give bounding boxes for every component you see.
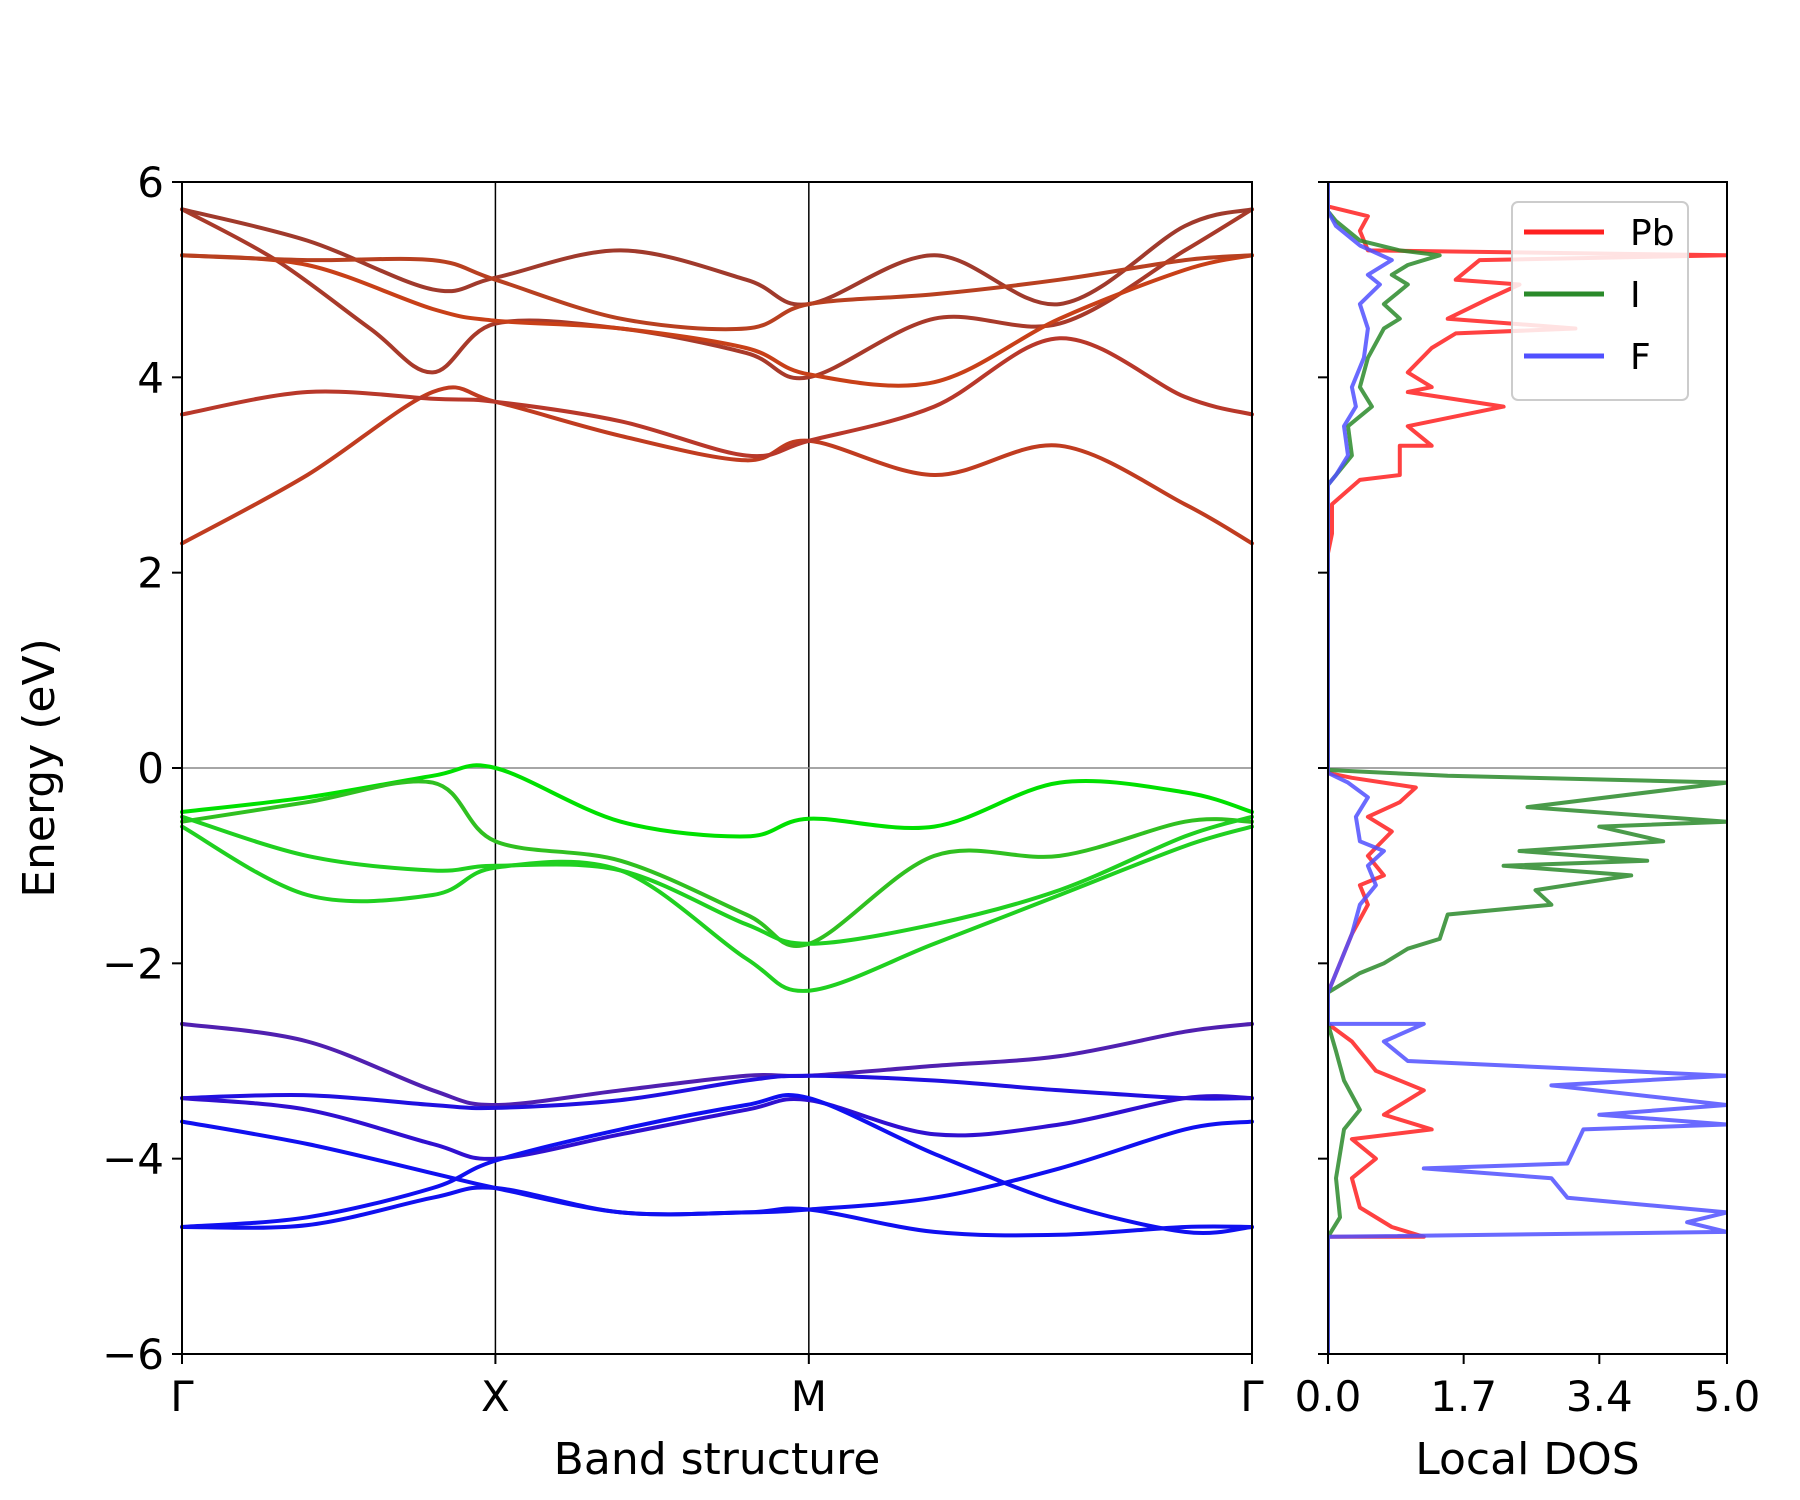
band-line [180, 814, 1254, 946]
band-y-axis-ticks: 6 4 2 0 −2 −4 −6 [102, 158, 182, 1379]
band-y-tick-label: 4 [137, 353, 164, 402]
band-line [180, 336, 1254, 459]
band-line [180, 253, 1254, 332]
band-y-tick-label: −4 [102, 1135, 164, 1184]
band-structure-panel: 6 4 2 0 −2 −4 −6 Γ X M Γ Energy (eV) Band structu… [14, 158, 1264, 1485]
kpoint-label: Γ [1240, 1372, 1264, 1421]
dos-x-tick-label: 1.7 [1430, 1372, 1497, 1421]
band-line [180, 207, 1254, 307]
local-dos-panel: 0.0 1.7 3.4 5.0 Local DOS Pb IF [1295, 181, 1761, 1485]
dos-x-tick-label: 5.0 [1694, 1372, 1761, 1421]
band-line [180, 1093, 1254, 1236]
dos-x-axis-title: Local DOS [1415, 1434, 1639, 1485]
band-y-tick-label: −6 [102, 1330, 164, 1379]
dos-x-axis-ticks: 0.0 1.7 3.4 5.0 [1295, 1354, 1761, 1421]
band-line [180, 1021, 1254, 1107]
band-line [180, 253, 1254, 388]
dos-curve-f [1328, 182, 1727, 1354]
kpoint-label: M [791, 1372, 827, 1421]
dos-x-tick-label: 3.4 [1566, 1372, 1633, 1421]
legend-frame [1511, 201, 1689, 401]
legend-label: F [1630, 337, 1651, 378]
legend-label: Pb [1630, 213, 1675, 254]
band-line [180, 1073, 1254, 1111]
band-y-tick-label: −2 [102, 939, 164, 988]
legend-label: I [1630, 275, 1641, 316]
band-y-tick-label: 0 [137, 744, 164, 793]
band-y-axis-title: Energy (eV) [14, 638, 65, 898]
band-y-tick-label: 6 [137, 158, 164, 207]
kpoint-label: Γ [170, 1372, 194, 1421]
kpoint-label: X [481, 1372, 510, 1421]
band-y-tick-label: 2 [137, 549, 164, 598]
band-x-axis-title: Band structure [554, 1434, 881, 1485]
dos-legend: Pb IF [1511, 201, 1689, 401]
band-line [180, 779, 1254, 948]
band-lines [180, 207, 1254, 1238]
band-line [180, 385, 1254, 546]
dos-y-axis-ticks [1318, 181, 1328, 1355]
dos-curves [1328, 182, 1727, 1354]
band-line [180, 1185, 1254, 1238]
dos-curve-pb [1328, 182, 1727, 1354]
band-line [180, 207, 1254, 381]
band-line [180, 824, 1254, 993]
dos-curve-i [1328, 182, 1727, 1354]
band-line [180, 1094, 1254, 1161]
dos-x-tick-label: 0.0 [1295, 1372, 1362, 1421]
